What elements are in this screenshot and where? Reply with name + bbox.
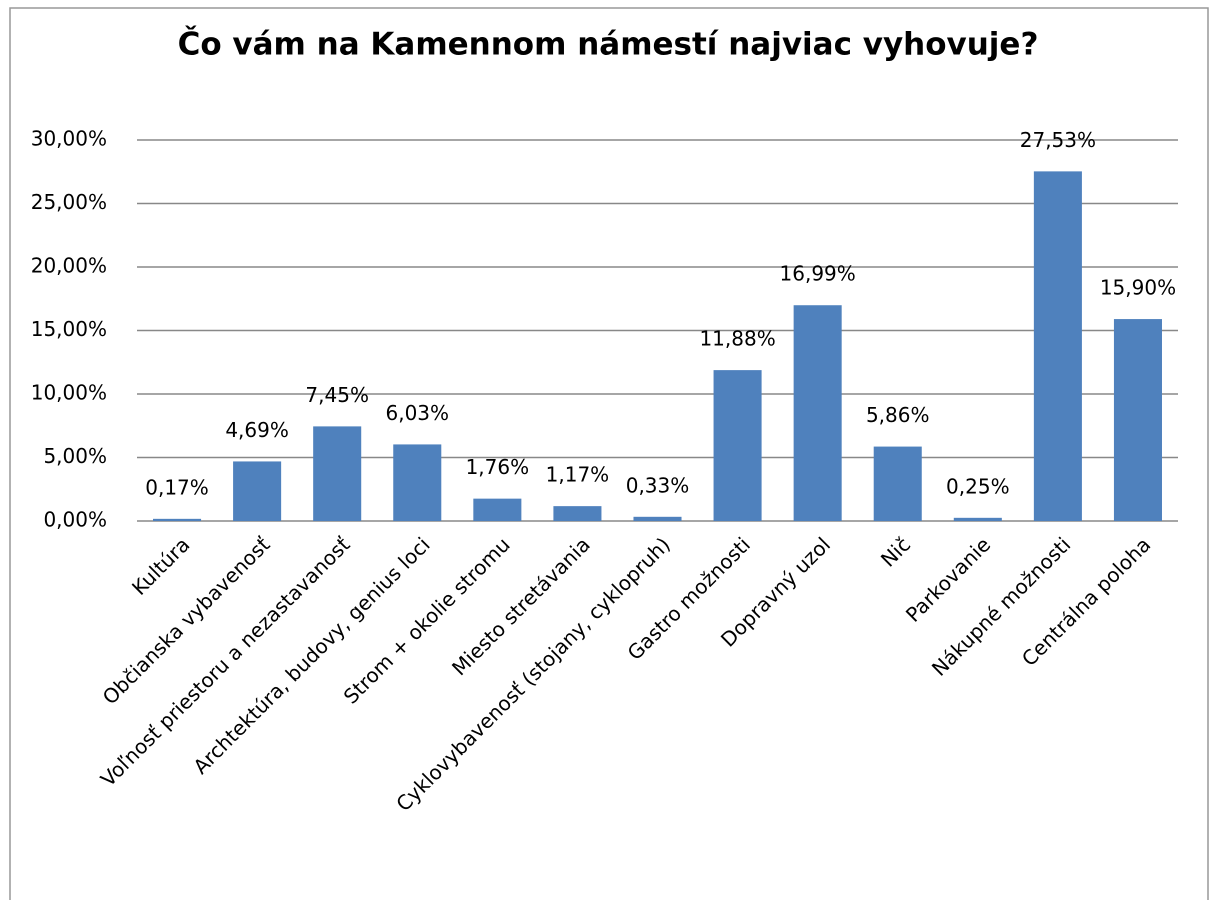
y-tick-label: 25,00% [31, 190, 107, 214]
chart-title: Čo vám na Kamennom námestí najviac vyhov… [178, 26, 1039, 63]
data-label: 6,03% [385, 401, 449, 425]
bar [793, 305, 842, 521]
data-label: 0,33% [626, 473, 690, 497]
bar [313, 426, 362, 521]
data-label: 0,25% [946, 474, 1010, 498]
bar [393, 444, 442, 521]
bar [873, 446, 922, 521]
bar [1113, 319, 1162, 521]
data-label: 15,90% [1100, 276, 1176, 300]
data-label: 1,76% [466, 455, 530, 479]
data-label: 7,45% [305, 383, 369, 407]
bar [633, 516, 682, 521]
bar [953, 517, 1002, 521]
data-label: 16,99% [780, 262, 856, 286]
data-label: 4,69% [225, 418, 289, 442]
y-tick-label: 5,00% [43, 444, 107, 468]
y-tick-label: 20,00% [31, 254, 107, 278]
data-label: 1,17% [546, 463, 610, 487]
y-tick-label: 30,00% [31, 127, 107, 151]
bar [233, 461, 282, 521]
bar [713, 370, 762, 521]
data-label: 27,53% [1020, 128, 1096, 152]
data-label: 5,86% [866, 403, 930, 427]
bar [553, 506, 602, 521]
y-tick-label: 15,00% [31, 317, 107, 341]
bar [1033, 171, 1082, 521]
bar [153, 518, 202, 521]
y-tick-label: 10,00% [31, 381, 107, 405]
bar [473, 498, 522, 521]
y-tick-label: 0,00% [43, 508, 107, 532]
data-label: 11,88% [699, 327, 775, 351]
data-label: 0,17% [145, 475, 209, 499]
chart-border [9, 7, 1209, 900]
